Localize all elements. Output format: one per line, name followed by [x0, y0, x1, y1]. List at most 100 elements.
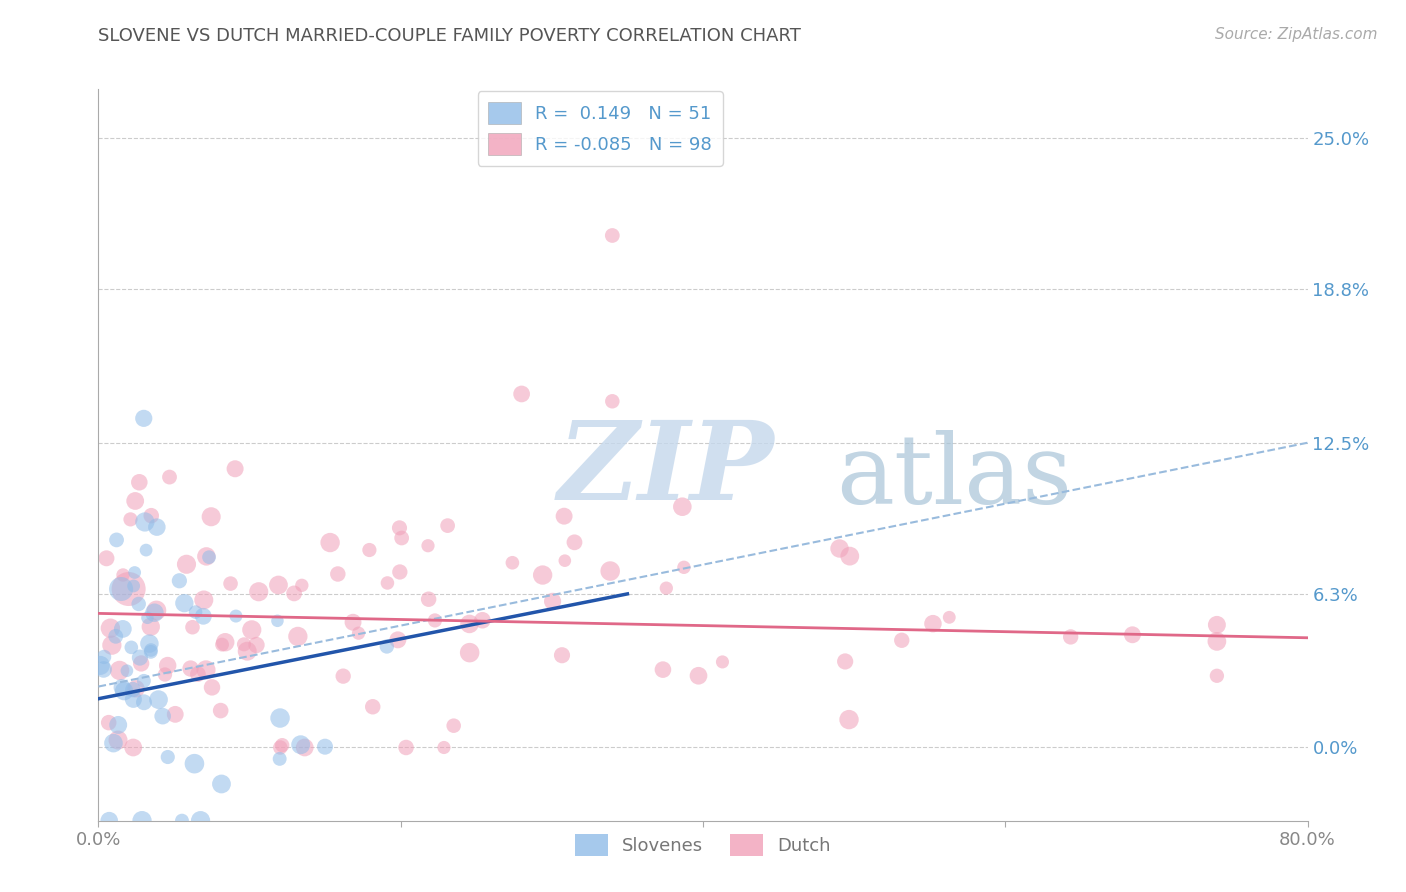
Point — [129, 657, 152, 671]
Point — [139, 643, 162, 657]
Point — [225, 609, 247, 624]
Point — [132, 673, 155, 688]
Point — [128, 597, 150, 611]
Point — [132, 411, 155, 425]
Point — [96, 551, 118, 566]
Point — [436, 518, 458, 533]
Point — [838, 713, 860, 727]
Point — [471, 613, 494, 627]
Point — [141, 508, 163, 523]
Point — [115, 664, 138, 678]
Point — [183, 756, 205, 771]
Point — [152, 709, 174, 723]
Point — [193, 609, 215, 624]
Point — [195, 549, 218, 564]
Point — [269, 740, 291, 755]
Text: ZIP: ZIP — [558, 416, 775, 524]
Point — [122, 740, 145, 755]
Point — [128, 650, 150, 665]
Point — [194, 663, 217, 677]
Point — [121, 682, 143, 697]
Point — [124, 494, 146, 508]
Point — [200, 509, 222, 524]
Point — [190, 814, 212, 828]
Point — [375, 640, 398, 654]
Point — [101, 638, 124, 652]
Point — [135, 543, 157, 558]
Point — [391, 531, 413, 545]
Point — [416, 539, 439, 553]
Point — [125, 681, 148, 696]
Point — [105, 533, 128, 547]
Point — [443, 719, 465, 733]
Point — [890, 633, 912, 648]
Point — [180, 661, 202, 675]
Point — [111, 681, 134, 695]
Point — [93, 662, 115, 676]
Point — [169, 574, 191, 588]
Point — [266, 614, 288, 628]
Point — [156, 750, 179, 764]
Point — [156, 658, 179, 673]
Point — [361, 699, 384, 714]
Point — [938, 610, 960, 624]
Point — [294, 740, 316, 755]
Point — [326, 566, 349, 581]
Point — [359, 543, 381, 558]
Point — [1060, 630, 1083, 644]
Point — [170, 814, 193, 828]
Legend: Slovenes, Dutch: Slovenes, Dutch — [568, 826, 838, 863]
Point — [128, 475, 150, 490]
Point — [501, 556, 523, 570]
Point — [219, 576, 242, 591]
Point — [834, 655, 856, 669]
Point — [688, 669, 710, 683]
Point — [1206, 669, 1229, 683]
Point — [108, 664, 131, 678]
Point — [103, 736, 125, 750]
Point — [433, 740, 456, 755]
Point — [1121, 628, 1143, 642]
Point — [211, 777, 233, 791]
Point — [146, 520, 169, 534]
Point — [134, 515, 156, 529]
Point — [148, 692, 170, 706]
Point — [247, 584, 270, 599]
Text: Source: ZipAtlas.com: Source: ZipAtlas.com — [1215, 27, 1378, 42]
Point — [602, 394, 624, 409]
Point — [267, 578, 290, 592]
Point — [1206, 618, 1229, 632]
Point — [922, 616, 945, 631]
Point — [332, 669, 354, 683]
Point — [98, 621, 121, 635]
Point — [193, 593, 215, 607]
Point — [291, 578, 314, 592]
Point — [240, 623, 263, 637]
Point — [159, 470, 181, 484]
Point — [347, 626, 370, 640]
Point — [107, 733, 129, 747]
Point — [602, 228, 624, 243]
Point — [112, 684, 135, 698]
Point — [104, 629, 127, 643]
Point — [387, 632, 409, 647]
Point — [122, 692, 145, 706]
Point — [711, 655, 734, 669]
Point — [269, 711, 291, 725]
Point — [143, 606, 166, 620]
Point — [655, 581, 678, 595]
Point — [236, 644, 259, 658]
Point — [541, 594, 564, 608]
Point — [112, 568, 135, 582]
Point — [531, 568, 554, 582]
Point — [89, 658, 111, 673]
Point — [314, 739, 336, 754]
Point — [136, 611, 159, 625]
Point — [201, 681, 224, 695]
Point — [107, 718, 129, 732]
Point — [388, 521, 411, 535]
Point — [181, 620, 204, 634]
Point — [198, 550, 221, 565]
Point — [120, 640, 142, 655]
Point — [283, 586, 305, 600]
